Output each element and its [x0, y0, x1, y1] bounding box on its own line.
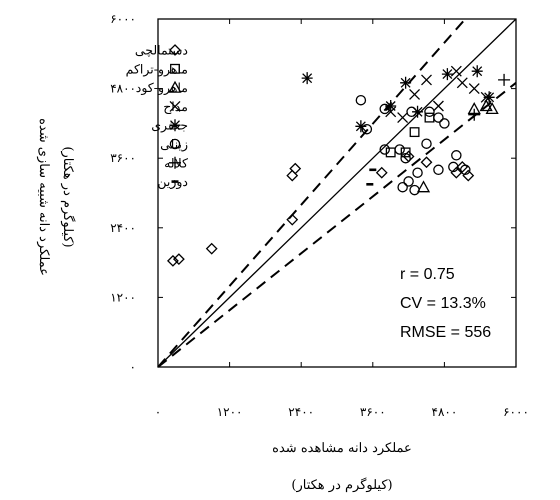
data-point-circle: [361, 123, 373, 135]
data-point-circle: [421, 138, 432, 149]
data-point-circle: [355, 94, 367, 106]
stats-line: RMSE = 556: [400, 324, 491, 341]
legend-label: دستمالچی: [135, 43, 189, 58]
legend-label: زینلی: [160, 137, 188, 153]
data-point-diamond: [166, 254, 179, 267]
legend-marker-square: [170, 63, 180, 74]
legend-marker-triangle: [168, 80, 182, 93]
data-point-asterisk: [483, 91, 495, 104]
legend-label: مداح: [163, 99, 188, 115]
data-point-plus: [468, 108, 481, 121]
data-point-circle: [439, 118, 450, 129]
data-point-x: [421, 74, 432, 86]
data-point-asterisk: [355, 120, 367, 133]
reference-line-upper-bound: [157, 18, 467, 368]
data-point-diamond: [205, 242, 218, 255]
data-point-circle: [451, 150, 462, 161]
data-point-triangle: [479, 99, 493, 112]
legend-marker-asterisk: [169, 119, 181, 132]
stats-line: CV = 13.3%: [400, 295, 486, 312]
legend-label: جعفری: [151, 118, 188, 134]
data-point-diamond: [375, 166, 388, 179]
data-point-x: [409, 88, 421, 100]
y-tick-label: ۲۴۰۰: [110, 221, 136, 235]
data-point-circle: [379, 144, 390, 155]
y-tick-label: ۶۰۰۰: [110, 12, 136, 26]
data-point-x: [432, 100, 444, 112]
x-tick-label: ۲۴۰۰: [288, 405, 314, 419]
axis-ticks: ۰ ۱۲۰۰ ۲۴۰۰ ۳۶۰۰ ۴۸۰۰ ۶۰۰۰ ۰ ۱۲۰۰ ۲۴۰۰ ۳۶۰۰ ۴۸۰۰ ۶۰…: [110, 12, 529, 419]
stats-line: r = 0.75: [400, 266, 455, 283]
y-tick-label: ۳۶۰۰: [110, 151, 136, 165]
data-point-circle: [403, 176, 414, 187]
x-tick-label: ۴۸۰۰: [432, 405, 458, 419]
data-point-dash: [369, 168, 377, 172]
data-point-square: [385, 147, 396, 158]
data-point-circle: [379, 103, 390, 115]
data-point-x: [397, 112, 409, 124]
data-point-circle: [424, 106, 435, 118]
data-point-x: [468, 83, 480, 95]
data-point-diamond: [172, 253, 185, 266]
legend-label: ماهرو-تراکم: [126, 61, 188, 77]
data-point-asterisk: [385, 100, 397, 112]
data-points: [166, 65, 511, 267]
data-point-x: [450, 65, 462, 77]
data-point-circle: [433, 112, 444, 123]
y-tick-label: ۱۲۰۰: [110, 290, 136, 304]
y-tick-label: ۰: [130, 360, 136, 374]
data-point-asterisk: [471, 65, 483, 78]
legend-marker-diamond: [169, 44, 181, 56]
plot-border: [157, 18, 517, 368]
data-point-asterisk: [400, 76, 412, 89]
data-point-circle: [397, 181, 408, 193]
legend-label: دوزین: [157, 174, 188, 190]
legend-marker-dash: [171, 180, 179, 183]
stats-box: r = 0.75 CV = 13.3% RMSE = 556: [400, 266, 491, 341]
y-axis-unit: (کیلوگرم در هکتار): [60, 146, 76, 247]
data-point-circle: [406, 106, 417, 118]
x-axis-title: عملکرد دانه مشاهده شده: [272, 441, 412, 456]
legend-label: کلاله: [164, 155, 189, 170]
data-point-triangle: [485, 102, 499, 115]
data-point-circle: [400, 152, 411, 164]
legend-marker-x: [169, 100, 181, 112]
reference-line-lower-bound: [157, 82, 517, 368]
legend-marker-circle: [169, 138, 181, 150]
plot-frame: [157, 18, 517, 368]
data-point-asterisk: [441, 68, 453, 81]
data-point-diamond: [462, 169, 475, 182]
data-point-diamond: [289, 162, 302, 175]
x-axis-unit: (کیلوگرم در هکتار): [291, 477, 392, 493]
y-axis-title: عملکرد دانه شبیه سازی شده: [36, 118, 51, 276]
data-point-circle: [394, 144, 405, 155]
reference-lines: [157, 18, 517, 368]
data-point-circle: [409, 184, 420, 196]
legend: دستمالچی ماهرو-تراکم ماهرو-کود مداح جعفری زین…: [126, 43, 189, 191]
reference-line-1:1: [157, 18, 517, 368]
data-point-square: [400, 147, 411, 158]
legend-marker-plus: [169, 156, 181, 169]
x-tick-label: ۳۶۰۰: [360, 405, 386, 419]
legend-label: ماهرو-کود: [136, 80, 188, 96]
x-tick-label: ۶۰۰۰: [503, 405, 529, 419]
data-point-triangle: [416, 180, 431, 193]
x-tick-label: ۰: [155, 405, 161, 419]
data-point-asterisk: [301, 72, 313, 85]
x-tick-label: ۱۲۰۰: [217, 405, 243, 419]
data-point-circle: [433, 164, 444, 176]
data-point-plus: [498, 73, 511, 86]
data-point-circle: [412, 167, 423, 178]
data-point-diamond: [286, 169, 299, 182]
data-point-diamond: [286, 213, 299, 226]
data-point-asterisk: [412, 105, 424, 118]
data-point-dash: [366, 183, 374, 186]
data-point-square: [409, 127, 420, 138]
y-tick-label: ۴۸۰۰: [110, 82, 136, 96]
data-point-diamond: [420, 156, 433, 169]
data-point-circle: [448, 161, 459, 173]
data-point-x: [456, 77, 468, 89]
data-point-circle: [460, 164, 471, 176]
